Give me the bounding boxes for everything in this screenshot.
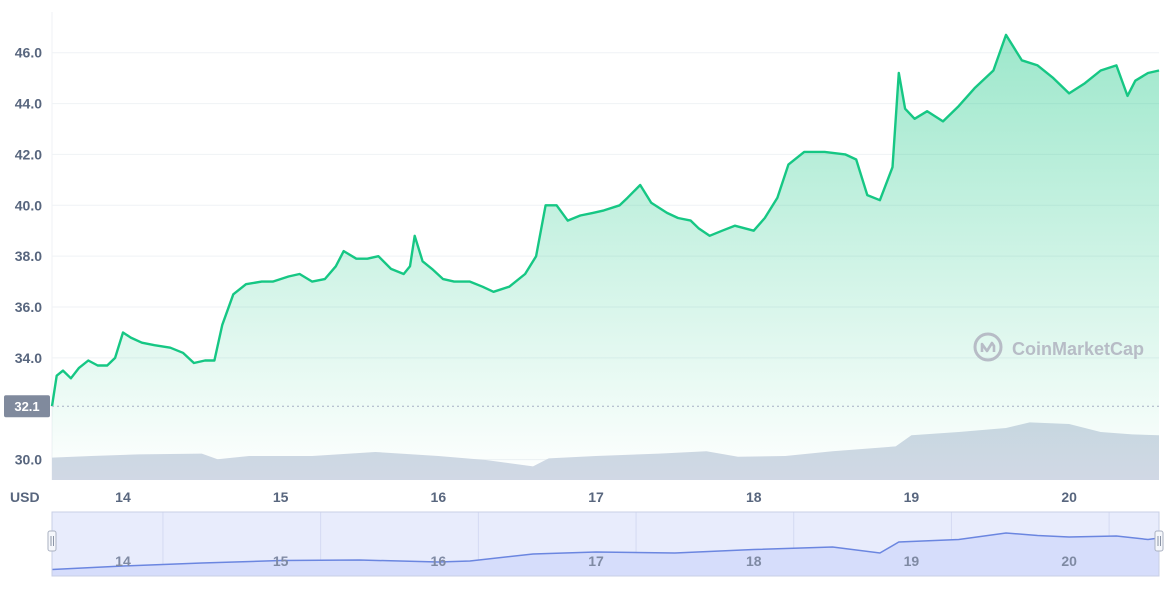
reference-price-badge-bg: [4, 395, 50, 418]
navigator-area: [52, 533, 1159, 576]
navigator-tick-label: 16: [431, 553, 447, 569]
x-axis: 14 15 16 17 18 19 20: [115, 489, 1077, 505]
coinmarketcap-logo-icon: [973, 332, 1003, 362]
y-tick-label: 30.0: [15, 452, 42, 468]
navigator-tick-label: 18: [746, 553, 762, 569]
range-navigator[interactable]: 14 15 16 17 18 19 20: [51, 511, 1160, 577]
y-tick-label: 46.0: [15, 45, 42, 61]
navigator-tick-label: 17: [588, 553, 604, 569]
y-tick-label: 34.0: [15, 350, 42, 366]
handle-left-grip[interactable]: [47, 530, 57, 552]
watermark: CoinMarketCap: [973, 332, 1144, 362]
x-tick-label: 16: [431, 489, 447, 505]
x-tick-label: 17: [588, 489, 604, 505]
price-line: [50, 33, 1160, 407]
watermark-text: CoinMarketCap: [1012, 339, 1144, 359]
x-tick-label: 19: [904, 489, 920, 505]
navigator-tick-label: 20: [1061, 553, 1077, 569]
y-axis: 30.0 34.0 36.0 38.0 40.0 42.0 44.0 46.0: [15, 45, 42, 468]
reference-price-badge: 32.1: [4, 395, 50, 418]
y-tick-label: 40.0: [15, 197, 42, 213]
y-tick-label: 42.0: [15, 146, 42, 162]
x-tick-label: 20: [1061, 489, 1077, 505]
price-area-fill: [52, 34, 1159, 481]
x-tick-label: 18: [746, 489, 762, 505]
x-tick-label: 14: [115, 489, 131, 505]
navigator-line: [52, 532, 1159, 571]
reference-price-value: 32.1: [14, 399, 39, 414]
navigator-tick-label: 15: [273, 553, 289, 569]
navigator-tick-label: 14: [115, 553, 131, 569]
handle-right-grip[interactable]: [1154, 530, 1164, 552]
currency-label: USD: [10, 489, 40, 505]
navigator-tick-label: 19: [904, 553, 920, 569]
price-area-layer: [50, 33, 1160, 481]
y-tick-label: 36.0: [15, 299, 42, 315]
navigator-handle-right[interactable]: [1154, 530, 1164, 552]
navigator-x-axis: 14 15 16 17 18 19 20: [115, 553, 1077, 569]
y-tick-label: 38.0: [15, 248, 42, 264]
navigator-series: [52, 512, 1159, 576]
y-tick-label: 44.0: [15, 96, 42, 112]
navigator-handle-left[interactable]: [47, 530, 57, 552]
x-tick-label: 15: [273, 489, 289, 505]
